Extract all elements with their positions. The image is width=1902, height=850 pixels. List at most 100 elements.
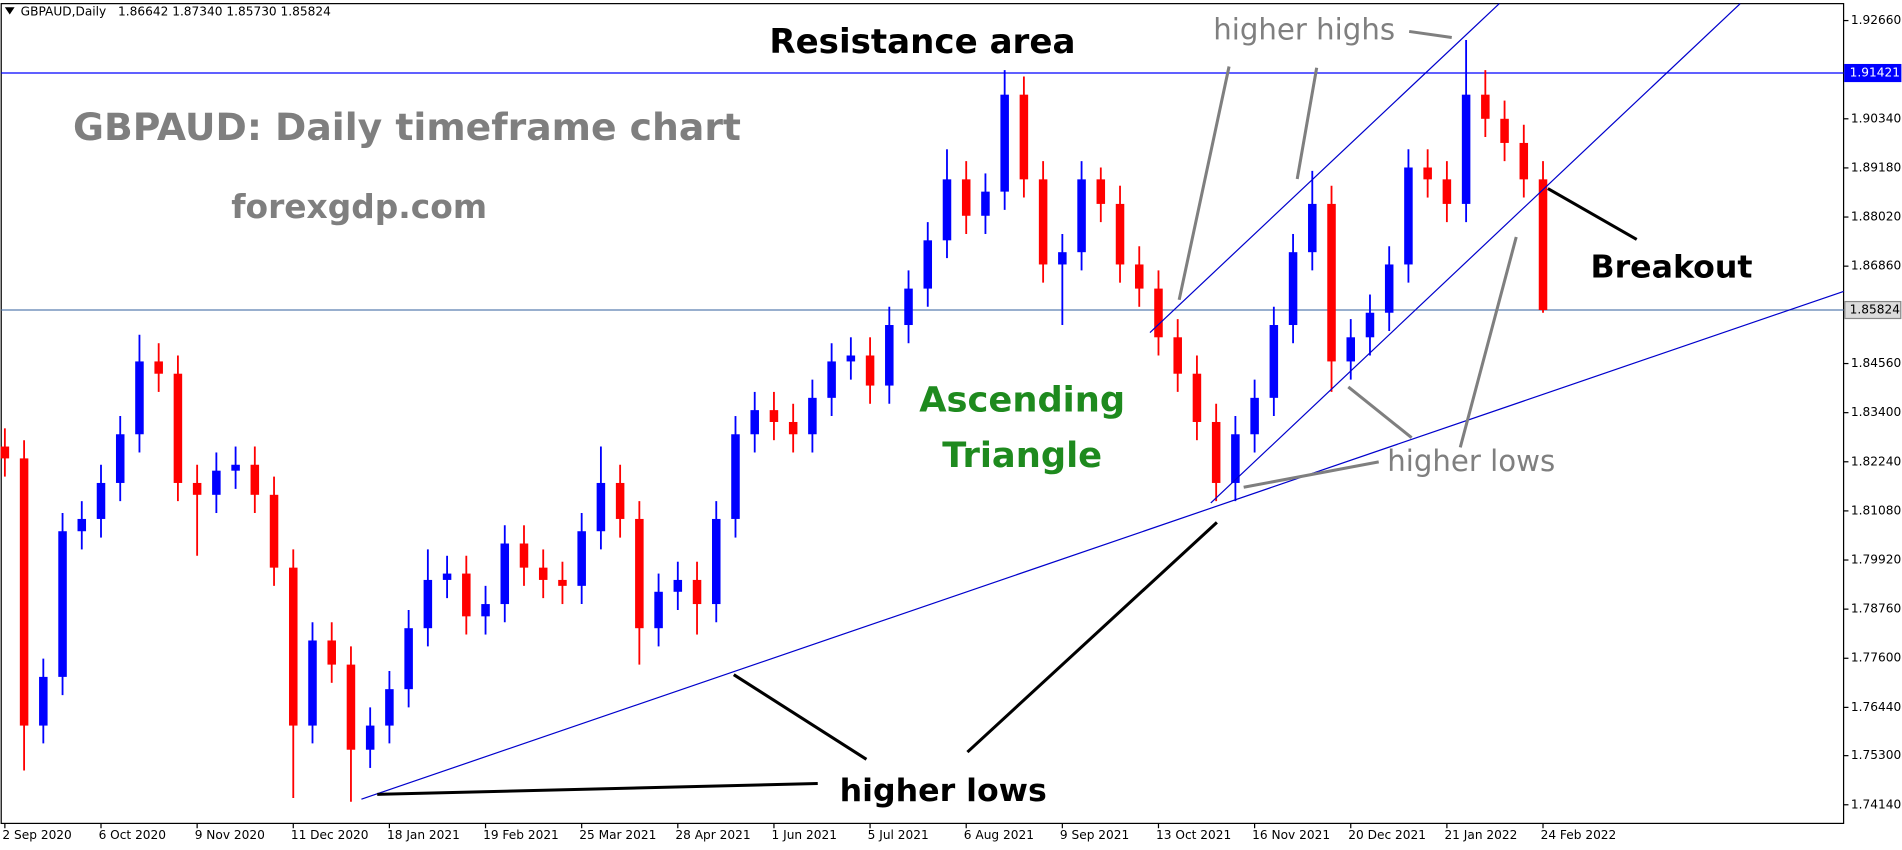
- candle-body: [231, 464, 240, 471]
- candle-body: [750, 410, 759, 435]
- candle-body: [365, 725, 375, 750]
- x-tick-label: 28 Apr 2021: [675, 828, 750, 842]
- y-tick-label: 1.78760: [1851, 602, 1901, 616]
- candle-body: [904, 288, 913, 326]
- candle-body: [846, 355, 856, 362]
- candle-body: [1519, 142, 1529, 180]
- candle-body: [269, 494, 279, 568]
- annotation: higher highs: [1213, 12, 1395, 46]
- candle-body: [115, 434, 125, 483]
- y-tick-label: 1.84560: [1851, 356, 1901, 370]
- chart-title: GBPAUD: Daily timeframe chart: [73, 105, 741, 149]
- y-tick-label: 1.89180: [1851, 160, 1901, 174]
- arrow: [1347, 385, 1413, 439]
- candle-body: [1269, 325, 1279, 398]
- price-label: 1.85824: [1850, 303, 1901, 317]
- candle-body: [712, 518, 721, 605]
- y-tick-label: 1.79920: [1851, 553, 1901, 567]
- candle-body: [19, 458, 29, 726]
- candle-body: [942, 179, 952, 241]
- arrow: [1177, 66, 1231, 301]
- grey-arrows: [1177, 29, 1518, 489]
- annotation: Breakout: [1590, 249, 1752, 285]
- candle-body: [481, 604, 490, 617]
- candle-body: [1231, 434, 1240, 483]
- candle-body: [77, 518, 87, 532]
- candle-body: [519, 543, 529, 568]
- arrow: [1295, 67, 1319, 180]
- candle-body: [885, 325, 894, 386]
- channel-bottom: [1210, 3, 1741, 504]
- candle-body: [788, 421, 798, 435]
- arrow: [1408, 29, 1452, 39]
- x-tick-label: 24 Feb 2022: [1541, 828, 1617, 842]
- candle-body: [692, 579, 702, 605]
- y-tick-label: 1.82240: [1851, 454, 1901, 468]
- arrow: [1243, 460, 1380, 489]
- candle-body: [1308, 203, 1317, 253]
- candle-body: [212, 470, 221, 495]
- x-tick-label: 13 Oct 2021: [1156, 828, 1231, 842]
- candle-body: [827, 361, 836, 398]
- x-tick-label: 19 Feb 2021: [483, 828, 559, 842]
- candle-body: [1500, 118, 1509, 143]
- candle-body: [635, 518, 644, 629]
- candle-body: [596, 482, 606, 532]
- candle-body: [1327, 203, 1336, 362]
- candle-body: [865, 355, 875, 386]
- candle-body: [1384, 264, 1394, 313]
- candle-body: [654, 591, 663, 629]
- black-arrows: [377, 187, 1638, 796]
- candle-body: [1058, 252, 1067, 265]
- price-label: 1.91421: [1850, 66, 1900, 80]
- candle-body: [135, 361, 144, 435]
- candle-body: [1096, 179, 1106, 204]
- x-tick-label: 21 Jan 2022: [1444, 828, 1517, 842]
- y-tick-label: 1.74140: [1851, 797, 1901, 811]
- annotation: Resistance area: [769, 22, 1075, 62]
- candle-body: [577, 531, 586, 586]
- candle-body: [0, 446, 10, 459]
- x-tick-label: 16 Nov 2021: [1252, 828, 1330, 842]
- candle-body: [673, 579, 683, 592]
- candle-body: [1346, 337, 1356, 362]
- candle-body: [981, 191, 990, 216]
- candle-body: [1461, 94, 1471, 204]
- y-tick-label: 1.90340: [1851, 111, 1901, 125]
- candle-body: [289, 567, 298, 726]
- candle-body: [1038, 179, 1048, 265]
- candle-body: [346, 664, 356, 750]
- candle-body: [308, 640, 317, 726]
- y-tick-label: 1.83400: [1851, 405, 1901, 419]
- candle-body: [1442, 179, 1452, 204]
- arrow: [732, 673, 868, 761]
- candle-body: [1154, 288, 1163, 338]
- price-label-box: [1844, 63, 1902, 83]
- candle-body: [1019, 94, 1029, 180]
- candle-body: [404, 628, 413, 690]
- arrow: [1458, 236, 1518, 448]
- candle-body: [96, 482, 106, 519]
- x-tick-label: 2 Sep 2020: [2, 828, 71, 842]
- candle-body: [500, 543, 510, 605]
- candle-body: [192, 482, 202, 495]
- candle-body: [1423, 167, 1432, 180]
- candle-body: [923, 240, 933, 289]
- x-tick-label: 6 Oct 2020: [99, 828, 166, 842]
- trendlines: [361, 3, 1844, 800]
- candle-body: [1000, 94, 1009, 192]
- header-ohlc: 1.86642 1.87340 1.85730 1.85824: [118, 5, 331, 19]
- candle-body: [327, 640, 336, 665]
- candle-body: [1115, 203, 1125, 265]
- x-tick-label: 25 Mar 2021: [579, 828, 656, 842]
- candle-body: [1288, 252, 1298, 326]
- x-tick-label: 6 Aug 2021: [964, 828, 1034, 842]
- candle-body: [1250, 397, 1259, 435]
- candle-body: [1134, 264, 1144, 289]
- candle-body: [1192, 373, 1202, 422]
- candle-body: [1404, 167, 1413, 265]
- candle-body: [538, 567, 548, 580]
- x-tick-label: 1 Jun 2021: [772, 828, 837, 842]
- candle-body: [731, 434, 740, 519]
